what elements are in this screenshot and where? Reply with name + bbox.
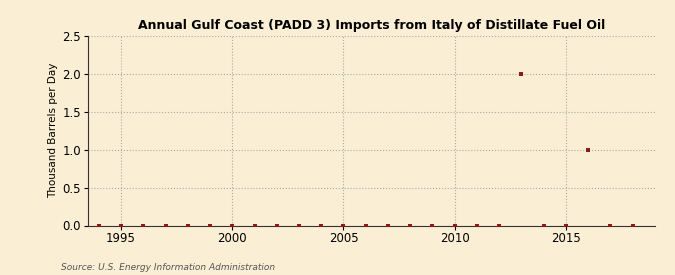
Title: Annual Gulf Coast (PADD 3) Imports from Italy of Distillate Fuel Oil: Annual Gulf Coast (PADD 3) Imports from … — [138, 19, 605, 32]
Y-axis label: Thousand Barrels per Day: Thousand Barrels per Day — [48, 63, 58, 198]
Text: Source: U.S. Energy Information Administration: Source: U.S. Energy Information Administ… — [61, 263, 275, 272]
